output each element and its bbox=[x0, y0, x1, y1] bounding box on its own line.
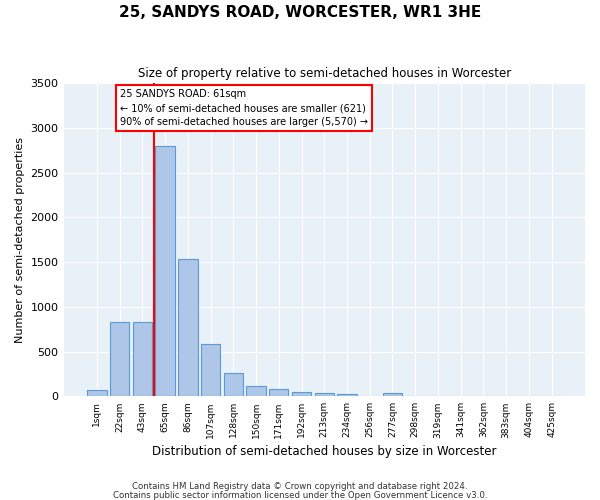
Bar bbox=[110, 322, 130, 396]
Bar bbox=[247, 386, 266, 396]
Bar bbox=[314, 392, 334, 396]
Bar bbox=[224, 373, 243, 396]
Bar bbox=[155, 146, 175, 396]
Text: Contains HM Land Registry data © Crown copyright and database right 2024.: Contains HM Land Registry data © Crown c… bbox=[132, 482, 468, 491]
Bar bbox=[178, 260, 197, 396]
Bar bbox=[201, 344, 220, 396]
Bar bbox=[133, 322, 152, 396]
Title: Size of property relative to semi-detached houses in Worcester: Size of property relative to semi-detach… bbox=[137, 68, 511, 80]
Text: Contains public sector information licensed under the Open Government Licence v3: Contains public sector information licen… bbox=[113, 491, 487, 500]
Bar bbox=[292, 392, 311, 396]
Bar bbox=[337, 394, 356, 396]
Bar bbox=[87, 390, 107, 396]
Bar bbox=[383, 392, 402, 396]
Text: 25 SANDYS ROAD: 61sqm
← 10% of semi-detached houses are smaller (621)
90% of sem: 25 SANDYS ROAD: 61sqm ← 10% of semi-deta… bbox=[119, 90, 368, 128]
Text: 25, SANDYS ROAD, WORCESTER, WR1 3HE: 25, SANDYS ROAD, WORCESTER, WR1 3HE bbox=[119, 5, 481, 20]
Y-axis label: Number of semi-detached properties: Number of semi-detached properties bbox=[15, 136, 25, 342]
X-axis label: Distribution of semi-detached houses by size in Worcester: Distribution of semi-detached houses by … bbox=[152, 444, 497, 458]
Bar bbox=[269, 389, 289, 396]
